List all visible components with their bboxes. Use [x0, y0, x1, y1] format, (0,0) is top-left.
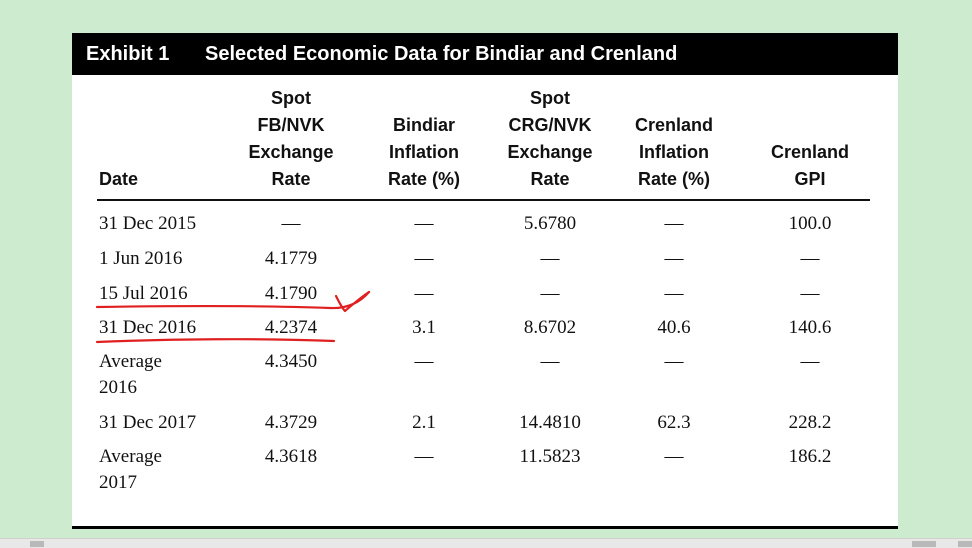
cell-spot-crg-nvk: — — [540, 351, 560, 372]
cell-spot-crg-nvk: 14.4810 — [519, 412, 581, 433]
cell-spot-crg-nvk: — — [540, 283, 560, 304]
cell-bindiar-inflation: — — [414, 446, 434, 467]
bottom-toolbar-strip — [0, 538, 972, 548]
header-crenland-inflation: Crenland Inflation Rate (%) — [634, 115, 713, 189]
cell-crenland-gpi: — — [800, 351, 820, 372]
toolbar-icon — [912, 541, 936, 547]
header-crenland-gpi: Crenland GPI — [770, 142, 849, 189]
cell-spot-fb-nvk: — — [281, 213, 301, 234]
header-spot-crg-nvk: Spot CRG/NVK Exchange Rate — [507, 88, 593, 189]
cell-date: Average 2016 — [99, 351, 162, 398]
toolbar-icon — [958, 541, 972, 547]
header-spot-fb-nvk: Spot FB/NVK Exchange Rate — [248, 88, 334, 189]
cell-spot-fb-nvk: 4.1790 — [264, 283, 318, 304]
cell-bindiar-inflation: — — [414, 283, 434, 304]
cell-crenland-inflation: — — [664, 283, 684, 304]
cell-crenland-gpi: 228.2 — [788, 412, 832, 433]
cell-spot-fb-nvk: 4.2374 — [264, 317, 318, 338]
cell-crenland-inflation: — — [664, 248, 684, 269]
exhibit-title-bar: Exhibit 1 Selected Economic Data for Bin… — [72, 33, 898, 75]
cell-crenland-inflation: — — [664, 351, 684, 372]
cell-date: Average 2017 — [99, 446, 162, 493]
cell-crenland-inflation: — — [664, 446, 684, 467]
cell-spot-fb-nvk: 4.3729 — [264, 412, 318, 433]
cell-bindiar-inflation: — — [414, 351, 434, 372]
cell-date: 31 Dec 2016 — [99, 317, 197, 338]
exhibit-panel: Exhibit 1 Selected Economic Data for Bin… — [72, 33, 898, 528]
cell-crenland-inflation: 62.3 — [657, 412, 691, 433]
cell-crenland-gpi: 186.2 — [788, 446, 832, 467]
cell-spot-fb-nvk: 4.1779 — [264, 248, 318, 269]
cell-crenland-gpi: — — [800, 248, 820, 269]
header-bindiar-inflation: Bindiar Inflation Rate (%) — [387, 115, 460, 189]
cell-bindiar-inflation: — — [414, 248, 434, 269]
cell-spot-fb-nvk: 4.3450 — [264, 351, 318, 372]
cell-spot-crg-nvk: 5.6780 — [523, 213, 577, 234]
cell-bindiar-inflation: 2.1 — [412, 412, 436, 433]
cell-spot-crg-nvk: 11.5823 — [519, 446, 581, 467]
cell-bindiar-inflation: — — [414, 213, 434, 234]
cell-date: 31 Dec 2015 — [99, 213, 197, 234]
cell-date: 15 Jul 2016 — [99, 283, 188, 304]
cell-date: 1 Jun 2016 — [99, 248, 183, 269]
toolbar-icon — [30, 541, 44, 547]
cell-crenland-gpi: 100.0 — [788, 213, 832, 234]
cell-crenland-gpi: — — [800, 283, 820, 304]
exhibit-title: Selected Economic Data for Bindiar and C… — [205, 43, 678, 65]
bottom-rule — [72, 526, 898, 529]
cell-spot-crg-nvk: — — [540, 248, 560, 269]
header-date: Date — [99, 169, 139, 189]
exhibit-label: Exhibit 1 — [86, 43, 170, 65]
cell-date: 31 Dec 2017 — [99, 412, 197, 433]
cell-crenland-inflation: — — [664, 213, 684, 234]
cell-spot-fb-nvk: 4.3618 — [264, 446, 318, 467]
cell-crenland-inflation: 40.6 — [657, 317, 691, 338]
cell-spot-crg-nvk: 8.6702 — [523, 317, 577, 338]
header-rule — [97, 199, 870, 201]
cell-bindiar-inflation: 3.1 — [412, 317, 436, 338]
cell-crenland-gpi: 140.6 — [788, 317, 832, 338]
